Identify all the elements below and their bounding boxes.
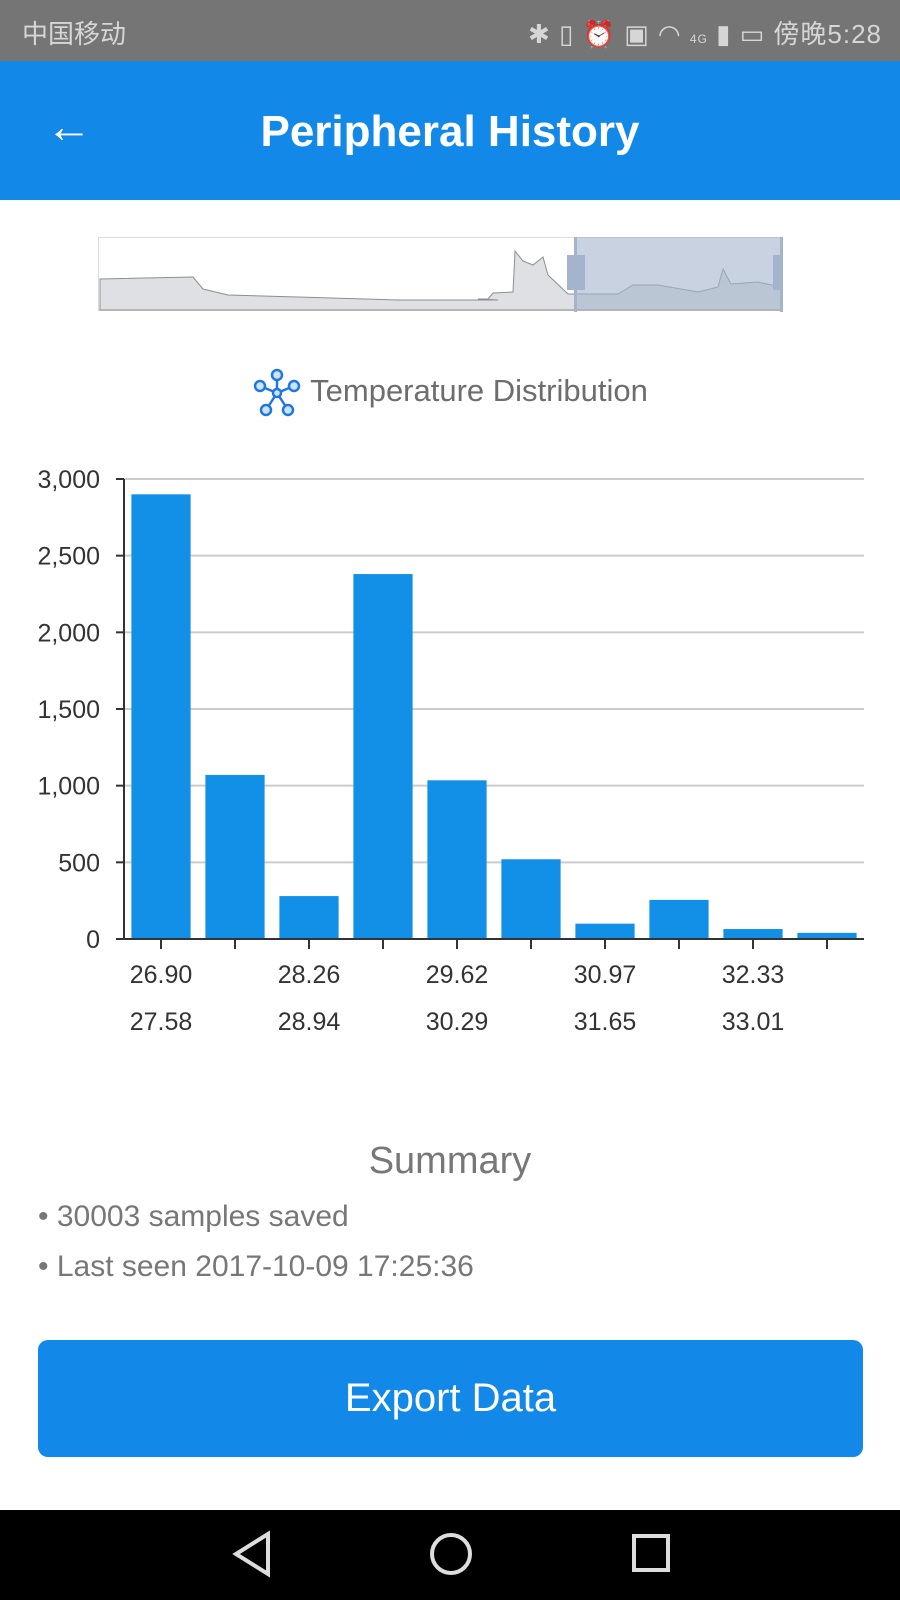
- chart-title-text: Temperature Distribution: [310, 373, 648, 409]
- app-bar: ← Peripheral History: [0, 61, 900, 200]
- bar: [353, 574, 413, 939]
- bar: [797, 932, 857, 939]
- chart-title: Temperature Distribution: [0, 368, 900, 418]
- x-tick-label: 27.58: [130, 1008, 193, 1036]
- x-tick-label: 28.94: [278, 1008, 341, 1036]
- page-title: Peripheral History: [260, 107, 640, 156]
- summary-item-last-seen: • Last seen 2017-10-09 17:25:36: [38, 1250, 474, 1283]
- x-tick-label: 30.29: [426, 1008, 489, 1036]
- x-tick-label: 32.33: [722, 961, 785, 989]
- recents-nav-icon[interactable]: [630, 1530, 672, 1583]
- back-arrow-icon[interactable]: ←: [46, 100, 92, 152]
- back-nav-icon[interactable]: [230, 1530, 274, 1583]
- signal-icon: ▮ ▭: [707, 19, 774, 49]
- x-tick-label: 28.26: [278, 961, 341, 989]
- bar: [131, 494, 191, 939]
- bar: [205, 774, 265, 939]
- bar: [575, 923, 635, 939]
- y-tick-label: 2,000: [37, 619, 100, 647]
- x-tick-label: 33.01: [722, 1008, 785, 1036]
- status-bar: 中国移动 ✱ ▯ ⏰ ▣ ◠ 4G ▮ ▭ 傍晚5:28: [0, 0, 900, 61]
- left-handle[interactable]: [567, 255, 585, 290]
- y-tick-label: 2,500: [37, 543, 100, 571]
- navigation-bar: [0, 1510, 900, 1600]
- bluetooth-icon: ✱ ▯ ⏰ ▣ ◠: [527, 19, 690, 49]
- y-tick-label: 1,000: [37, 773, 100, 801]
- bar: [723, 929, 783, 939]
- y-tick-label: 500: [58, 849, 100, 877]
- summary-heading: Summary: [368, 1140, 532, 1182]
- x-tick-label: 31.65: [574, 1008, 637, 1036]
- summary-item-samples: • 30003 samples saved: [38, 1200, 349, 1233]
- right-handle[interactable]: [773, 255, 783, 290]
- histogram-chart: 0 500 1,000 1,500 2,000 2,500 3,000 26.90 27.58 2…: [37, 466, 864, 1036]
- bar: [649, 899, 709, 939]
- carrier-label: 中国移动: [22, 19, 127, 49]
- x-tick-label: 29.62: [426, 961, 489, 989]
- bar: [427, 780, 487, 939]
- bar: [501, 859, 561, 939]
- bar: [279, 896, 339, 939]
- y-tick-label: 1,500: [37, 696, 100, 724]
- home-nav-icon[interactable]: [428, 1530, 474, 1583]
- y-tick-label: 0: [86, 926, 100, 954]
- x-tick-label: 26.90: [130, 961, 193, 989]
- selected-range[interactable]: [576, 237, 781, 310]
- data-zoom-slider[interactable]: [98, 237, 783, 312]
- network-nodes-icon: [253, 368, 301, 417]
- y-tick-label: 3,000: [37, 466, 100, 494]
- status-icons: ✱ ▯ ⏰ ▣ ◠ 4G ▮ ▭ 傍晚5:28: [528, 14, 882, 51]
- x-tick-label: 30.97: [574, 961, 637, 989]
- export-data-button[interactable]: Export Data: [38, 1340, 863, 1457]
- network-label: 4G: [689, 32, 708, 46]
- time-label: 傍晚5:28: [773, 19, 882, 49]
